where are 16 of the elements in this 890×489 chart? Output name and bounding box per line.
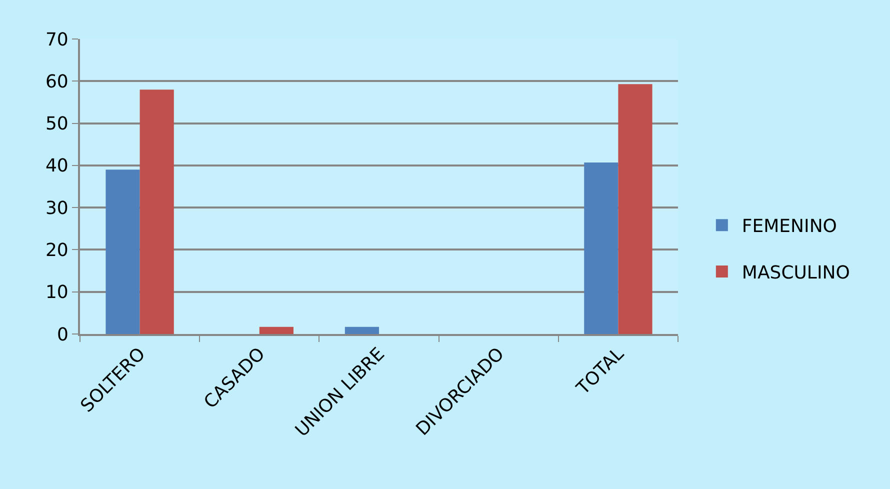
bar <box>344 326 379 334</box>
y-tick-label: 70 <box>45 29 68 50</box>
legend-label: FEMENINO <box>742 216 837 238</box>
y-tick-label: 50 <box>45 114 68 135</box>
y-tick-label: 10 <box>45 282 68 304</box>
legend-label: MASCULINO <box>742 262 850 284</box>
bar <box>618 84 652 334</box>
y-tick-label: 60 <box>45 71 68 92</box>
y-tick-label: 0 <box>56 324 68 346</box>
y-tick-label: 20 <box>45 240 68 262</box>
bar <box>106 170 140 334</box>
bar <box>140 90 174 334</box>
bar <box>584 162 618 334</box>
y-tick-label: 40 <box>45 156 68 177</box>
bar <box>259 326 294 334</box>
y-tick-label: 30 <box>45 198 68 219</box>
